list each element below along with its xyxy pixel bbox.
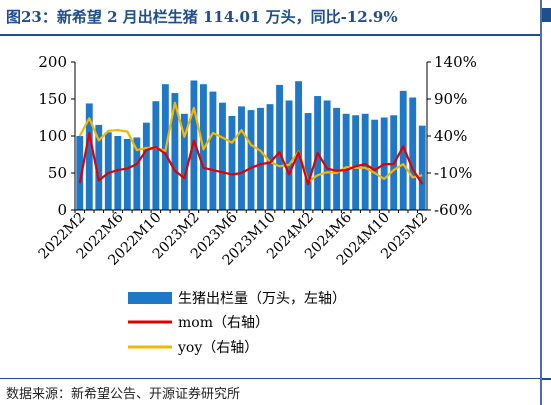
bar [295, 81, 302, 211]
bar [342, 113, 350, 210]
edge-marker-bottom [542, 378, 551, 380]
bar [399, 90, 407, 210]
left-tick-label: 150 [38, 90, 67, 108]
bar [133, 137, 141, 210]
right-axis: -60% -10% 40% 90% 140% [427, 53, 477, 219]
bar [304, 113, 312, 210]
legend-label-mom: mom（右轴） [178, 315, 269, 331]
left-tick-label: 100 [38, 127, 67, 145]
left-tick-label: 50 [48, 164, 67, 182]
right-tick-label: 90% [434, 90, 467, 108]
left-axis: 0 50 100 150 200 [38, 53, 75, 219]
right-tick-label: 40% [434, 127, 467, 145]
bar [418, 125, 426, 210]
chart: 0 50 100 150 200 -60% -10% 40% 90% 140% 2022M220… [36, 53, 477, 356]
axis-lines [74, 62, 428, 213]
legend-swatch-bar [128, 292, 172, 304]
bar [276, 84, 283, 210]
bar [152, 101, 160, 210]
bar [257, 107, 264, 210]
bar [76, 136, 84, 210]
source-note: 数据来源：新希望公告、开源证券研究所 [6, 387, 241, 402]
bar [228, 116, 236, 210]
bar [333, 107, 341, 210]
edge-marker-top [542, 8, 551, 22]
bar [114, 136, 122, 210]
legend-label-yoy: yoy（右轴） [177, 340, 258, 356]
bar [190, 80, 198, 210]
bar [361, 113, 369, 210]
bar [285, 100, 293, 210]
right-tick-label: -60% [434, 201, 472, 219]
yoy-line [78, 101, 423, 183]
bar [180, 113, 188, 210]
title-divider [0, 34, 540, 36]
bar [409, 97, 417, 210]
bar [142, 122, 150, 210]
bar [352, 115, 360, 210]
edge-divider [540, 0, 542, 405]
bar [238, 106, 245, 210]
bar [171, 93, 179, 210]
footer-divider [0, 378, 540, 379]
x-axis-labels: 2022M22022M62022M102023M22023M62023M1020… [36, 209, 431, 268]
bar [104, 132, 112, 210]
bar [219, 102, 226, 210]
legend: 生猪出栏量（万头，左轴） mom（右轴） yoy（右轴） [128, 291, 346, 356]
left-tick-label: 0 [57, 201, 67, 219]
bar [266, 104, 274, 210]
chart-title: 图23：新希望 2 月出栏生猪 114.01 万头，同比-12.9% [6, 8, 398, 26]
right-tick-label: 140% [434, 53, 477, 71]
line-series [78, 101, 424, 186]
bar [247, 110, 255, 210]
bar [95, 124, 103, 210]
bar [371, 119, 379, 210]
mom-line [78, 131, 424, 186]
right-tick-label: -10% [434, 164, 472, 182]
bar [123, 138, 131, 210]
bar [323, 100, 331, 210]
bar [209, 91, 217, 210]
legend-label-bar: 生猪出栏量（万头，左轴） [178, 291, 346, 307]
bar [85, 103, 93, 210]
left-tick-label: 200 [38, 53, 67, 71]
